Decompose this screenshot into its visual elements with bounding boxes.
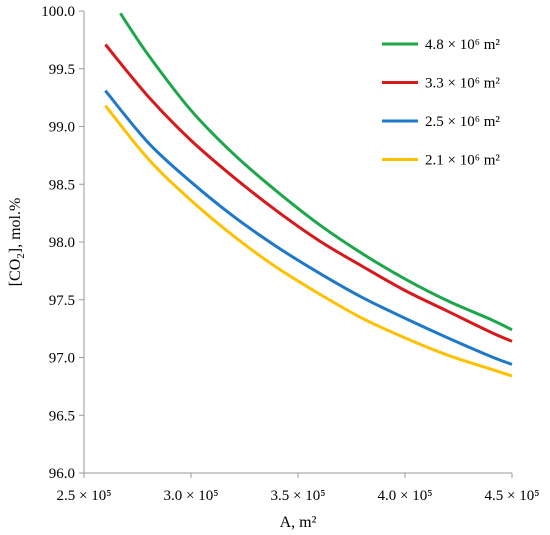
legend: 4.8 × 10⁶ m² 3.3 × 10⁶ m² 2.5 × 10⁶ m² 2.1 … [382,37,500,169]
y-tick-label: 97.0 [49,351,75,367]
x-tick-labels: 2.5 × 10⁵ 3.0 × 10⁵ 3.5 × 10⁵ 4.0 × 10⁵ 4.5 … [57,473,540,504]
x-tick-label: 3.0 × 10⁵ [164,488,219,504]
y-tick-label: 96.5 [49,408,75,424]
y-tick-labels: 96.0 96.5 97.0 97.5 98.0 98.5 99.0 99.5 100.0 [41,4,84,482]
series-lines [104,12,513,378]
y-axis-title-prefix: [CO [7,259,24,287]
series-line-1 [119,12,513,332]
x-tick-label: 4.0 × 10⁵ [378,488,433,504]
series-line-3 [104,89,513,366]
x-tick-label: 2.5 × 10⁵ [57,488,112,504]
y-tick-label: 99.0 [49,120,75,136]
y-tick-label: 97.5 [49,293,75,309]
y-tick-label: 96.0 [49,466,75,482]
series-line-4 [104,104,513,378]
legend-label: 2.5 × 10⁶ m² [425,114,500,130]
x-axis-title: A, m² [280,514,317,531]
y-axis-title-suffix: ], mol.% [7,198,24,254]
x-tick-label: 4.5 × 10⁵ [485,488,540,504]
legend-label: 2.1 × 10⁶ m² [425,153,500,169]
legend-label: 3.3 × 10⁶ m² [425,76,500,92]
legend-label: 4.8 × 10⁶ m² [425,37,500,53]
y-tick-label: 99.5 [49,62,75,78]
y-tick-label: 98.0 [49,235,75,251]
y-axis-title: [CO2], mol.% [7,198,27,287]
y-tick-label: 98.5 [49,177,75,193]
x-tick-label: 3.5 × 10⁵ [271,488,326,504]
series-line-2 [104,43,513,343]
y-tick-label: 100.0 [41,4,75,20]
y-axis-title-subscript: 2 [15,253,27,259]
